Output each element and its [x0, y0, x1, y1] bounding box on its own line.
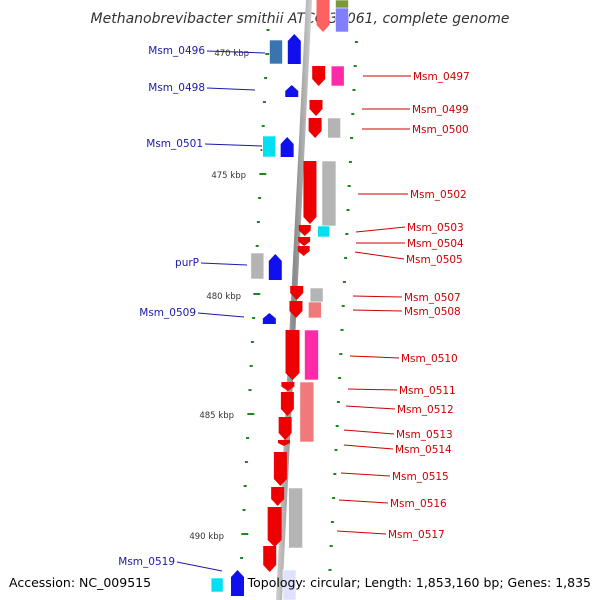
gene-arrow-msm-0509: [262, 313, 276, 324]
scale-label-480: 480 kbp: [206, 292, 241, 302]
gene-arrow-msm-0511: [281, 382, 295, 391]
gene-label-msm-0501[interactable]: Msm_0501: [146, 138, 203, 150]
forward-gene-labels: Msm_0496 Msm_0498 Msm_0501 purP Msm_0509…: [118, 45, 205, 568]
leader-msm-0509-purp: [200, 262, 248, 266]
map-title: Methanobrevibacter smithii ATCC 35061, c…: [91, 11, 510, 27]
scale-label-475: 475 kbp: [211, 171, 246, 181]
gene-arrow-msm-0503: [298, 225, 311, 236]
gene-arrow-msm-0519: [231, 570, 244, 596]
topology-text: Topology: circular; Length: 1,853,160 bp…: [247, 575, 591, 590]
gene-label-msm-0516[interactable]: Msm_0516: [390, 498, 447, 510]
cog-box-msm-0507: [309, 287, 324, 303]
scale-label-470: 470 kbp: [214, 49, 249, 59]
gene-label-msm-0496[interactable]: Msm_0496: [148, 45, 205, 57]
feature-tracks: [210, 0, 349, 600]
cog-box-msm-0501: [262, 135, 277, 158]
cog-box-msm-0497: [330, 65, 345, 87]
gene-label-msm-0505[interactable]: Msm_0505: [406, 254, 463, 266]
gene-arrow-msm-0513: [278, 417, 292, 440]
leader-right-4: [355, 226, 406, 233]
leader-msm-0496: [206, 50, 266, 54]
gene-arrow-msm-0500: [308, 118, 322, 138]
gene-label-msm-0513[interactable]: Msm_0513: [396, 429, 453, 441]
leader-right-16: [336, 530, 387, 535]
gene-label-msm-0499[interactable]: Msm_0499: [412, 104, 469, 116]
gene-arrow-msm-0497: [312, 66, 326, 86]
gene-label-msm-0502[interactable]: Msm_0502: [410, 189, 467, 201]
leader-right-14: [340, 472, 391, 477]
gene-arrow-msm-0518: [263, 546, 277, 572]
gene-label-msm-0508[interactable]: Msm_0508: [404, 306, 461, 318]
leader-right-12: [343, 429, 395, 435]
reverse-gene-labels: Msm_0497 Msm_0499 Msm_0500 Msm_0502 Msm_…: [388, 71, 470, 541]
gene-arrow-msm-0517: [267, 507, 282, 547]
leader-right-6: [354, 251, 405, 260]
genome-backbone: [276, 0, 312, 600]
cog-box-purp: [250, 252, 265, 280]
gene-label-msm-0515[interactable]: Msm_0515: [392, 471, 449, 483]
gene-label-msm-0517[interactable]: Msm_0517: [388, 529, 445, 541]
leader-msm-0519: [176, 561, 223, 572]
accession-text: Accession: NC_009515: [9, 575, 151, 590]
scale-label-490: 490 kbp: [189, 532, 224, 542]
leader-right-9: [349, 355, 400, 359]
gene-arrow-msm-0498: [285, 85, 299, 97]
gene-arrow-top: [316, 0, 330, 32]
gene-label-msm-0504[interactable]: Msm_0504: [407, 238, 464, 250]
gene-label-msm-0519[interactable]: Msm_0519: [118, 556, 175, 568]
gene-label-msm-0511[interactable]: Msm_0511: [399, 385, 456, 397]
leader-msm-0509: [197, 312, 245, 318]
cog-box-msm-0503: [317, 225, 331, 238]
leader-right-15: [338, 499, 389, 504]
gene-label-msm-0497[interactable]: Msm_0497: [413, 71, 470, 83]
leader-right-10: [347, 388, 398, 391]
gene-arrow-msm-0496: [287, 34, 301, 64]
gene-label-msm-0503[interactable]: Msm_0503: [407, 222, 464, 234]
scale-label-485: 485 kbp: [199, 411, 234, 421]
gene-label-msm-0510[interactable]: Msm_0510: [401, 353, 458, 365]
cog-box-msm-0508: [308, 301, 322, 319]
gene-arrow-msm-0508: [289, 301, 303, 318]
gene-arrow-msm-0510: [285, 330, 300, 380]
leader-right-7: [352, 295, 403, 298]
cog-box-top-olive: [335, 0, 349, 9]
gene-label-msm-0514[interactable]: Msm_0514: [395, 444, 452, 456]
gene-arrow-msm-0514: [278, 440, 290, 446]
gene-arrow-msm-0507: [290, 286, 304, 300]
gene-arrow-msm-0499: [309, 100, 323, 116]
leader-msm-0498: [206, 87, 256, 91]
gene-arrow-msm-0516: [271, 487, 285, 506]
cog-box-msm-0500: [327, 117, 341, 139]
gene-arrow-msm-0502: [303, 161, 317, 224]
label-leader-lines: [176, 50, 411, 572]
leader-right-8: [352, 309, 403, 312]
cog-box-msm-0502: [321, 160, 337, 227]
gene-label-msm-0512[interactable]: Msm_0512: [397, 404, 454, 416]
gene-arrow-purp: [268, 254, 282, 280]
gene-arrow-msm-0505: [297, 246, 310, 256]
cog-box-msm-0519: [210, 577, 224, 593]
gene-arrow-msm-0504: [298, 237, 311, 246]
cog-box-bottom: [282, 569, 297, 600]
leader-right-11: [345, 405, 396, 410]
gene-label-msm-0507[interactable]: Msm_0507: [404, 292, 461, 304]
cog-box-msm-0512: [299, 381, 315, 443]
gene-arrow-msm-0515: [273, 452, 287, 486]
gene-label-msm-0498[interactable]: Msm_0498: [148, 82, 205, 94]
cog-box-msm-0510: [304, 329, 319, 381]
cog-box-msm-0516: [288, 487, 303, 549]
leader-right-13: [343, 444, 394, 450]
gene-label-msm-0509[interactable]: Msm_0509: [139, 307, 196, 319]
cog-box-msm-0496: [269, 39, 283, 65]
scale-labels: 470 kbp 475 kbp 480 kbp 485 kbp 490 kbp: [189, 49, 249, 542]
gene-label-purp[interactable]: purP: [175, 257, 199, 269]
gene-arrow-msm-0501: [280, 137, 294, 157]
leader-msm-0501: [204, 143, 263, 147]
gene-arrow-msm-0512: [280, 392, 294, 416]
gene-label-msm-0500[interactable]: Msm_0500: [412, 124, 469, 136]
